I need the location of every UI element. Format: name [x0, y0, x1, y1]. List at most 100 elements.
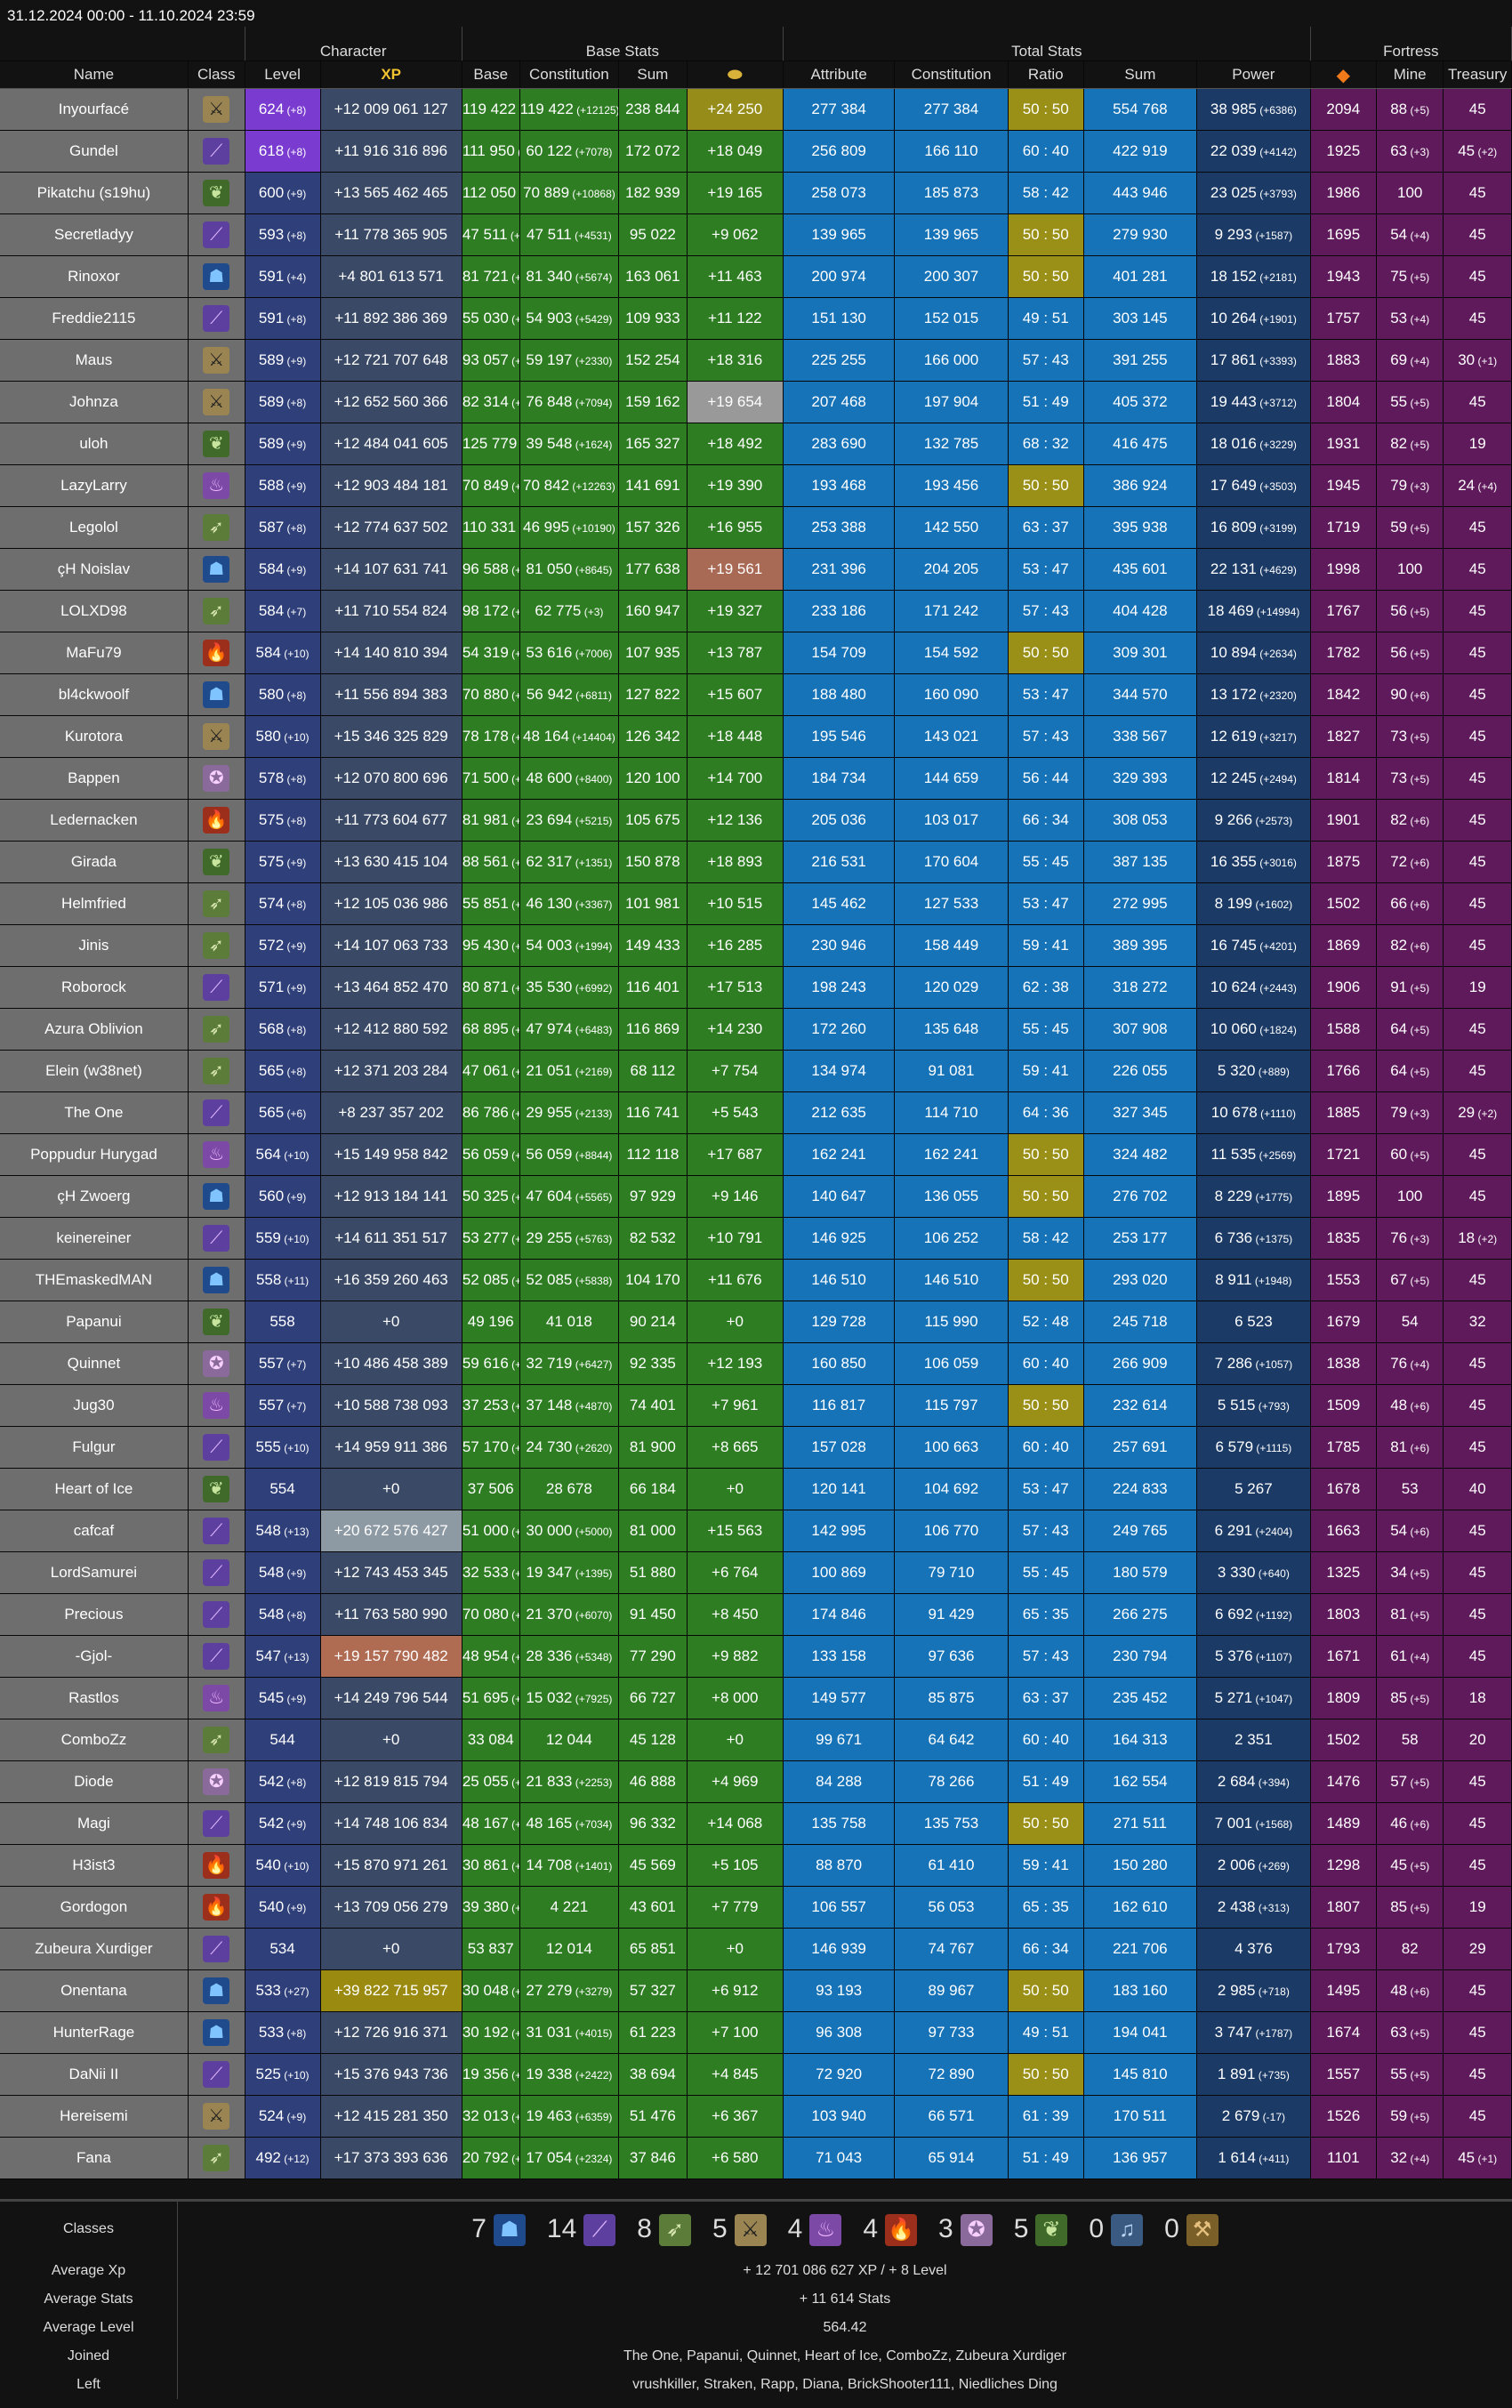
table-row[interactable]: Papanui ❦ 558 +0 49 196 41 018 90 214 +0 129 728…	[0, 1301, 1512, 1343]
member-name[interactable]: LordSamurei	[0, 1551, 189, 1594]
member-name[interactable]: ComboZz	[0, 1719, 189, 1761]
table-row[interactable]: Azura Oblivion ➶ 568 (+8) +12 412 880 592 68…	[0, 1008, 1512, 1051]
member-name[interactable]: Jug30	[0, 1384, 189, 1427]
header-base[interactable]: Base	[462, 60, 520, 89]
member-name[interactable]: MaFu79	[0, 632, 189, 674]
member-name[interactable]: Gordogon	[0, 1886, 189, 1929]
table-row[interactable]: Freddie2115 ⟋ 591 (+8) +11 892 386 369 55 03…	[0, 297, 1512, 340]
member-name[interactable]: Kurotora	[0, 715, 189, 758]
header-xp[interactable]: XP	[320, 60, 462, 89]
table-row[interactable]: Gordogon 🔥 540 (+9) +13 709 056 279 39 380 (…	[0, 1886, 1512, 1929]
member-name[interactable]: HunterRage	[0, 2011, 189, 2054]
member-name[interactable]: Gundel	[0, 130, 189, 173]
member-name[interactable]: Bappen	[0, 757, 189, 800]
member-name[interactable]: Freddie2115	[0, 297, 189, 340]
table-row[interactable]: Secretladyy ⟋ 593 (+8) +11 778 365 905 47 51…	[0, 213, 1512, 256]
member-name[interactable]: Legolol	[0, 506, 189, 549]
member-name[interactable]: Johnza	[0, 381, 189, 423]
table-row[interactable]: bl4ckwoolf ☗ 580 (+8) +11 556 894 383 70 880…	[0, 673, 1512, 716]
table-row[interactable]: çH Noislav ☗ 584 (+9) +14 107 631 741 96 588…	[0, 548, 1512, 591]
member-name[interactable]: Inyourfacé	[0, 88, 189, 131]
member-name[interactable]: Precious	[0, 1593, 189, 1636]
header-total-constitution[interactable]: Constitution	[894, 60, 1009, 89]
header-level[interactable]: Level	[245, 60, 321, 89]
table-row[interactable]: Inyourfacé ⚔ 624 (+8) +12 009 061 127 119 42…	[0, 88, 1512, 131]
member-name[interactable]: Quinnet	[0, 1342, 189, 1385]
member-name[interactable]: cafcaf	[0, 1510, 189, 1552]
table-row[interactable]: Helmfried ➶ 574 (+8) +12 105 036 986 55 851 …	[0, 882, 1512, 925]
member-name[interactable]: çH Noislav	[0, 548, 189, 591]
header-treasury[interactable]: Treasury	[1443, 60, 1512, 89]
member-name[interactable]: H3ist3	[0, 1844, 189, 1887]
member-name[interactable]: DaNii II	[0, 2053, 189, 2096]
header-constitution[interactable]: Constitution	[519, 60, 620, 89]
member-name[interactable]: The One	[0, 1091, 189, 1134]
table-row[interactable]: HunterRage ☗ 533 (+8) +12 726 916 371 30 192…	[0, 2011, 1512, 2054]
member-name[interactable]: Papanui	[0, 1301, 189, 1343]
table-row[interactable]: Kurotora ⚔ 580 (+10) +15 346 325 829 78 178 …	[0, 715, 1512, 758]
header-total-sum[interactable]: Sum	[1083, 60, 1198, 89]
table-row[interactable]: LazyLarry ♨ 588 (+9) +12 903 484 181 70 849 …	[0, 464, 1512, 507]
table-row[interactable]: çH Zwoerg ☗ 560 (+9) +12 913 184 141 50 325 …	[0, 1175, 1512, 1218]
header-name[interactable]: Name	[0, 60, 189, 89]
member-name[interactable]: uloh	[0, 423, 189, 465]
member-name[interactable]: Jinis	[0, 924, 189, 967]
table-row[interactable]: ComboZz ➶ 544 +0 33 084 12 044 45 128 +0 99 671 6…	[0, 1719, 1512, 1761]
member-name[interactable]: Heart of Ice	[0, 1468, 189, 1510]
header-sum[interactable]: Sum	[618, 60, 688, 89]
member-name[interactable]: Onentana	[0, 1969, 189, 2012]
member-name[interactable]: Secretladyy	[0, 213, 189, 256]
table-row[interactable]: LordSamurei ⟋ 548 (+9) +12 743 453 345 32 53…	[0, 1551, 1512, 1594]
table-row[interactable]: THEmaskedMAN ☗ 558 (+11) +16 359 260 463 52 …	[0, 1259, 1512, 1301]
member-name[interactable]: Pikatchu (s19hu)	[0, 172, 189, 214]
header-attribute[interactable]: Attribute	[783, 60, 896, 89]
table-row[interactable]: Onentana ☗ 533 (+27) +39 822 715 957 30 048 …	[0, 1969, 1512, 2012]
member-name[interactable]: Magi	[0, 1802, 189, 1845]
member-name[interactable]: Hereisemi	[0, 2095, 189, 2138]
table-row[interactable]: Roborock ⟋ 571 (+9) +13 464 852 470 80 871 (…	[0, 966, 1512, 1009]
table-row[interactable]: Zubeura Xurdiger ⟋ 534 +0 53 837 12 014 65 851…	[0, 1928, 1512, 1970]
member-name[interactable]: Rinoxor	[0, 255, 189, 298]
header-mine[interactable]: Mine	[1376, 60, 1444, 89]
header-ratio[interactable]: Ratio	[1008, 60, 1084, 89]
member-name[interactable]: Azura Oblivion	[0, 1008, 189, 1051]
member-name[interactable]: Fana	[0, 2137, 189, 2179]
member-name[interactable]: Diode	[0, 1760, 189, 1803]
member-name[interactable]: Ledernacken	[0, 799, 189, 842]
member-name[interactable]: çH Zwoerg	[0, 1175, 189, 1218]
table-row[interactable]: Heart of Ice ❦ 554 +0 37 506 28 678 66 184 +0 12…	[0, 1468, 1512, 1510]
table-row[interactable]: Poppudur Hurygad ♨ 564 (+10) +15 149 958 84…	[0, 1133, 1512, 1176]
member-name[interactable]: Helmfried	[0, 882, 189, 925]
table-row[interactable]: Precious ⟋ 548 (+8) +11 763 580 990 70 080 (…	[0, 1593, 1512, 1636]
gold-icon[interactable]: ⬬	[687, 60, 784, 89]
member-name[interactable]: Rastlos	[0, 1677, 189, 1719]
table-row[interactable]: Hereisemi ⚔ 524 (+9) +12 415 281 350 32 013 …	[0, 2095, 1512, 2138]
member-name[interactable]: -Gjol-	[0, 1635, 189, 1678]
table-row[interactable]: DaNii II ⟋ 525 (+10) +15 376 943 736 19 356 …	[0, 2053, 1512, 2096]
member-name[interactable]: Elein (w38net)	[0, 1050, 189, 1092]
member-name[interactable]: Girada	[0, 841, 189, 883]
header-power[interactable]: Power	[1196, 60, 1311, 89]
table-row[interactable]: Ledernacken 🔥 575 (+8) +11 773 604 677 81 98…	[0, 799, 1512, 842]
member-name[interactable]: Poppudur Hurygad	[0, 1133, 189, 1176]
member-name[interactable]: Roborock	[0, 966, 189, 1009]
gem-icon[interactable]: ◆	[1310, 60, 1377, 89]
